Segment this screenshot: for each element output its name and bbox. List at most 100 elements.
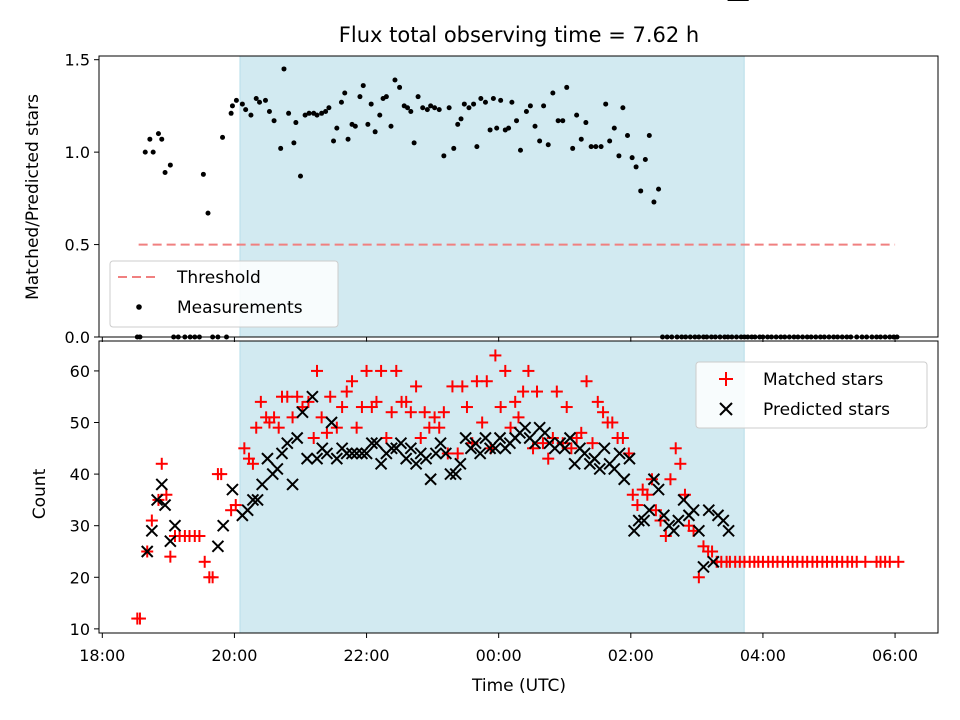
predicted-star-b <box>479 431 492 445</box>
ratio-panel: 0.0 0.5 1.0 1.5 Matched/Predicted stars Thr… <box>23 51 939 347</box>
matched-star-point <box>215 468 228 481</box>
predicted-star-point <box>365 436 379 450</box>
matched-star-point <box>456 380 469 393</box>
measurement-point <box>487 127 493 133</box>
predicted-star-point <box>281 436 294 450</box>
predicted-star-b <box>145 524 159 538</box>
measurement-point <box>243 107 249 113</box>
predicted-star-b <box>404 442 418 455</box>
matched-star-point <box>418 406 431 419</box>
measurement-point <box>527 103 533 109</box>
matched-star-point <box>164 550 177 563</box>
x-tick-label: 02:00 <box>608 646 654 665</box>
matched-star-point <box>246 457 259 470</box>
predicted-star-point <box>518 421 532 434</box>
predicted-star-b <box>687 504 700 517</box>
predicted-star-point <box>211 540 225 553</box>
matched-star-point <box>674 457 687 470</box>
measurement-point <box>220 134 226 140</box>
matched-star-point <box>542 452 555 465</box>
predicted-star-b <box>350 447 363 460</box>
measurement-point <box>397 84 403 90</box>
predicted-star-point <box>568 457 581 470</box>
measurement-point <box>323 108 329 114</box>
matched-star-point <box>476 416 489 429</box>
predicted-star-b <box>632 514 645 527</box>
measurement-point <box>147 136 153 142</box>
predicted-star-b <box>370 436 383 450</box>
predicted-star-point <box>707 555 720 569</box>
predicted-legend-label: Predicted stars <box>763 400 890 420</box>
predicted-star-point <box>306 390 319 403</box>
ratio-panel-y-label: Matched/Predicted stars <box>23 94 43 300</box>
predicted-star-b <box>493 431 507 445</box>
matched-stars-series <box>131 349 905 625</box>
predicted-star-b <box>255 478 269 491</box>
predicted-star-b <box>226 483 239 496</box>
measurement-point <box>506 125 512 131</box>
predicted-star-point <box>261 452 274 465</box>
predicted-star-b <box>241 504 254 517</box>
measurement-point <box>432 105 438 111</box>
predicted-star-b <box>489 442 502 455</box>
predicted-star-point <box>627 524 641 538</box>
predicted-star-b <box>538 426 552 440</box>
predicted-star-point <box>374 457 388 470</box>
measurement-point <box>229 103 235 109</box>
threshold-legend-label: Threshold <box>176 268 261 288</box>
matched-star-point <box>522 364 535 377</box>
matched-star-point <box>641 488 654 501</box>
predicted-star-point <box>330 452 344 465</box>
predicted-star-b <box>568 457 581 470</box>
predicted-star-b <box>300 452 314 465</box>
predicted-star-point <box>677 493 690 507</box>
measurement-point <box>345 136 351 142</box>
predicted-star-b <box>290 431 304 445</box>
measurement-point <box>471 101 477 107</box>
predicted-star-b <box>271 462 284 476</box>
predicted-legend-swatch <box>719 402 733 416</box>
predicted-star-b <box>483 442 497 455</box>
measurement-point <box>291 140 297 146</box>
predicted-star-point <box>241 504 254 517</box>
measurement-point <box>262 97 268 103</box>
predicted-star-point <box>667 524 680 538</box>
measurement-point <box>388 123 394 129</box>
matched-star-point <box>706 545 719 558</box>
predicted-star-b <box>211 540 225 553</box>
matched-star-point <box>315 411 328 424</box>
measurement-point <box>494 125 500 131</box>
matched-star-point <box>692 571 705 584</box>
measurement-point <box>405 105 411 111</box>
measurement-point <box>306 110 312 116</box>
matched-star-point <box>291 390 304 403</box>
y-tick-label: 10 <box>70 620 90 639</box>
measurement-point <box>297 173 303 179</box>
measurements-series <box>134 66 900 340</box>
measurement-point <box>200 171 206 177</box>
predicted-star-point <box>538 426 552 440</box>
predicted-star-point <box>251 493 264 507</box>
measurement-point <box>474 144 480 150</box>
measurement-point <box>278 145 284 151</box>
measurement-point <box>162 169 168 175</box>
matched-star-point <box>400 395 413 408</box>
measurement-point <box>383 94 389 100</box>
predicted-star-point <box>424 473 437 486</box>
predicted-star-point <box>246 493 260 507</box>
measurement-point <box>360 83 366 89</box>
matched-star-point <box>390 364 403 377</box>
measurement-point <box>352 123 358 129</box>
predicted-star-point <box>439 447 453 460</box>
predicted-star-b <box>652 483 665 496</box>
predicted-star-b <box>310 452 324 465</box>
y-tick-label: 1.0 <box>65 143 90 162</box>
measurement-point <box>616 153 622 159</box>
measurement-point <box>598 144 604 150</box>
predicted-star-point <box>473 447 487 460</box>
matched-star-point <box>320 426 333 439</box>
measurement-point <box>281 66 287 72</box>
predicted-star-point <box>469 436 482 450</box>
predicted-star-point <box>598 442 611 455</box>
